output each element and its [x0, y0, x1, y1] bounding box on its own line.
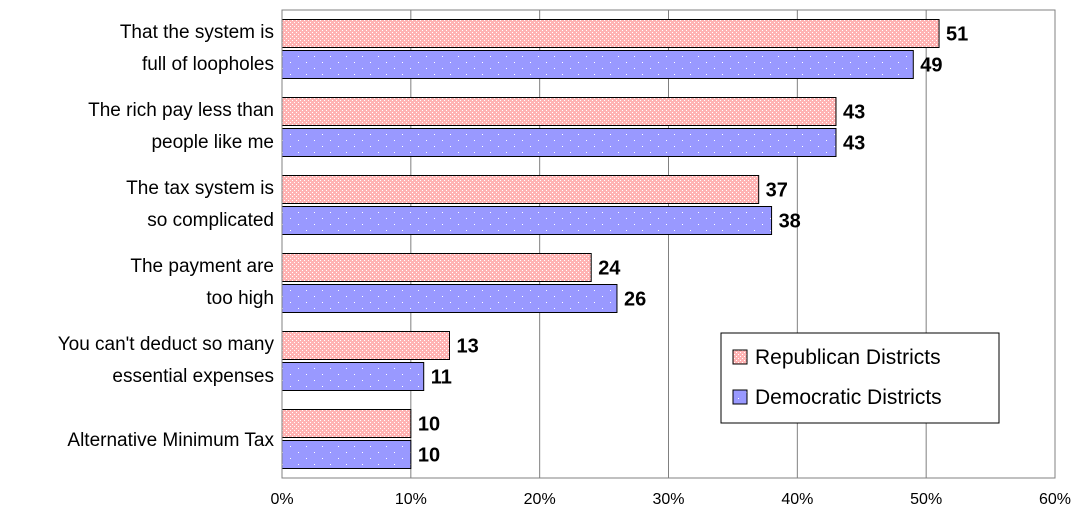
- category-label: The payment are: [130, 256, 274, 277]
- legend: Republican Districts Democratic Districts: [720, 332, 1000, 424]
- bar-democratic: [281, 362, 425, 391]
- category-labels: That the system is full of loopholes The r…: [58, 22, 275, 451]
- data-label-democratic: 26: [624, 289, 646, 311]
- data-label-republican: 10: [418, 414, 440, 436]
- plot-area-frame: [281, 9, 1056, 479]
- legend-swatch-republican: [732, 349, 748, 365]
- data-label-republican: 13: [456, 336, 478, 358]
- category-label: The tax system is: [126, 178, 274, 199]
- category-label: people like me: [151, 132, 274, 153]
- data-label-democratic: 11: [431, 367, 452, 389]
- data-label-democratic: 10: [418, 445, 440, 467]
- x-tick-label: 20%: [524, 491, 556, 508]
- category-label: The rich pay less than: [88, 100, 274, 121]
- category-label: You can't deduct so many: [58, 334, 275, 355]
- category-label: That the system is: [120, 22, 274, 43]
- category-label: so complicated: [147, 210, 274, 231]
- bar-republican: [281, 19, 940, 48]
- data-label-republican: 24: [598, 258, 621, 280]
- legend-label-republican: Republican Districts: [755, 346, 941, 369]
- legend-swatch-democratic: [732, 389, 748, 405]
- bar-republican: [281, 253, 592, 282]
- bar-republican: [281, 175, 760, 204]
- category-label: Alternative Minimum Tax: [67, 430, 274, 451]
- data-label-republican: 37: [766, 180, 788, 202]
- legend-label-democratic: Democratic Districts: [755, 386, 942, 409]
- bar-republican: [281, 97, 837, 126]
- bar-republican: [281, 331, 450, 360]
- bar-democratic: [281, 206, 773, 235]
- x-tick-label: 0%: [270, 491, 293, 508]
- bar-republican: [281, 409, 412, 438]
- x-tick-label: 10%: [395, 491, 427, 508]
- data-label-republican: 43: [843, 102, 865, 124]
- x-tick-label: 50%: [910, 491, 942, 508]
- data-label-democratic: 49: [920, 55, 942, 77]
- bar-democratic: [281, 50, 914, 79]
- data-label-democratic: 38: [779, 211, 801, 233]
- bar-democratic: [281, 128, 837, 157]
- x-tick-label: 40%: [781, 491, 813, 508]
- x-tick-label: 60%: [1039, 491, 1071, 508]
- category-label: full of loopholes: [142, 54, 274, 75]
- data-label-democratic: 43: [843, 133, 865, 155]
- bar-democratic: [281, 440, 412, 469]
- x-tick-label: 30%: [652, 491, 684, 508]
- bar-democratic: [281, 284, 618, 313]
- category-label: too high: [206, 288, 274, 309]
- data-label-republican: 51: [946, 24, 968, 46]
- legend-box: [720, 332, 1000, 424]
- category-label: essential expenses: [112, 366, 274, 387]
- x-axis-tick-labels: 0% 10% 20% 30% 40% 50% 60%: [270, 491, 1071, 508]
